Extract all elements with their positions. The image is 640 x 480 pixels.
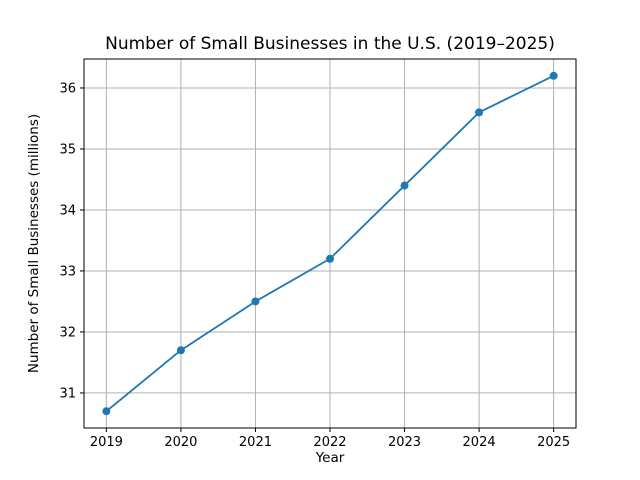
data-point-marker — [549, 71, 558, 80]
axes-group: 2019 2020 2021 2022 2023 2024 2025 31 32 33 34 35 36 — [59, 58, 577, 450]
y-tick-label: 31 — [59, 386, 76, 401]
data-point-marker — [102, 407, 111, 416]
x-tick-label: 2022 — [313, 435, 346, 450]
data-point-marker — [326, 254, 334, 263]
y-tick-label: 36 — [59, 81, 76, 96]
y-axis-label: Number of Small Businesses (millions) — [26, 114, 42, 373]
series-group — [102, 71, 558, 416]
y-tick-label: 35 — [59, 142, 76, 157]
x-tick-label: 2020 — [164, 435, 197, 450]
chart-title: Number of Small Businesses in the U.S. (… — [105, 34, 555, 54]
gridlines-group — [84, 59, 576, 428]
data-point-marker — [400, 181, 409, 190]
data-point-marker — [251, 297, 260, 306]
x-tick-label: 2021 — [239, 435, 272, 450]
y-tick-label: 33 — [59, 264, 76, 279]
y-tick-label: 34 — [59, 203, 76, 218]
x-tick-label: 2019 — [90, 435, 123, 450]
x-tick-label: 2024 — [463, 435, 496, 450]
y-tick-label: 32 — [59, 325, 76, 340]
x-tick-label: 2025 — [537, 435, 570, 450]
x-axis-label: Year — [315, 450, 345, 466]
x-tick-label: 2023 — [388, 435, 421, 450]
data-point-marker — [176, 346, 185, 355]
data-point-marker — [475, 108, 484, 117]
